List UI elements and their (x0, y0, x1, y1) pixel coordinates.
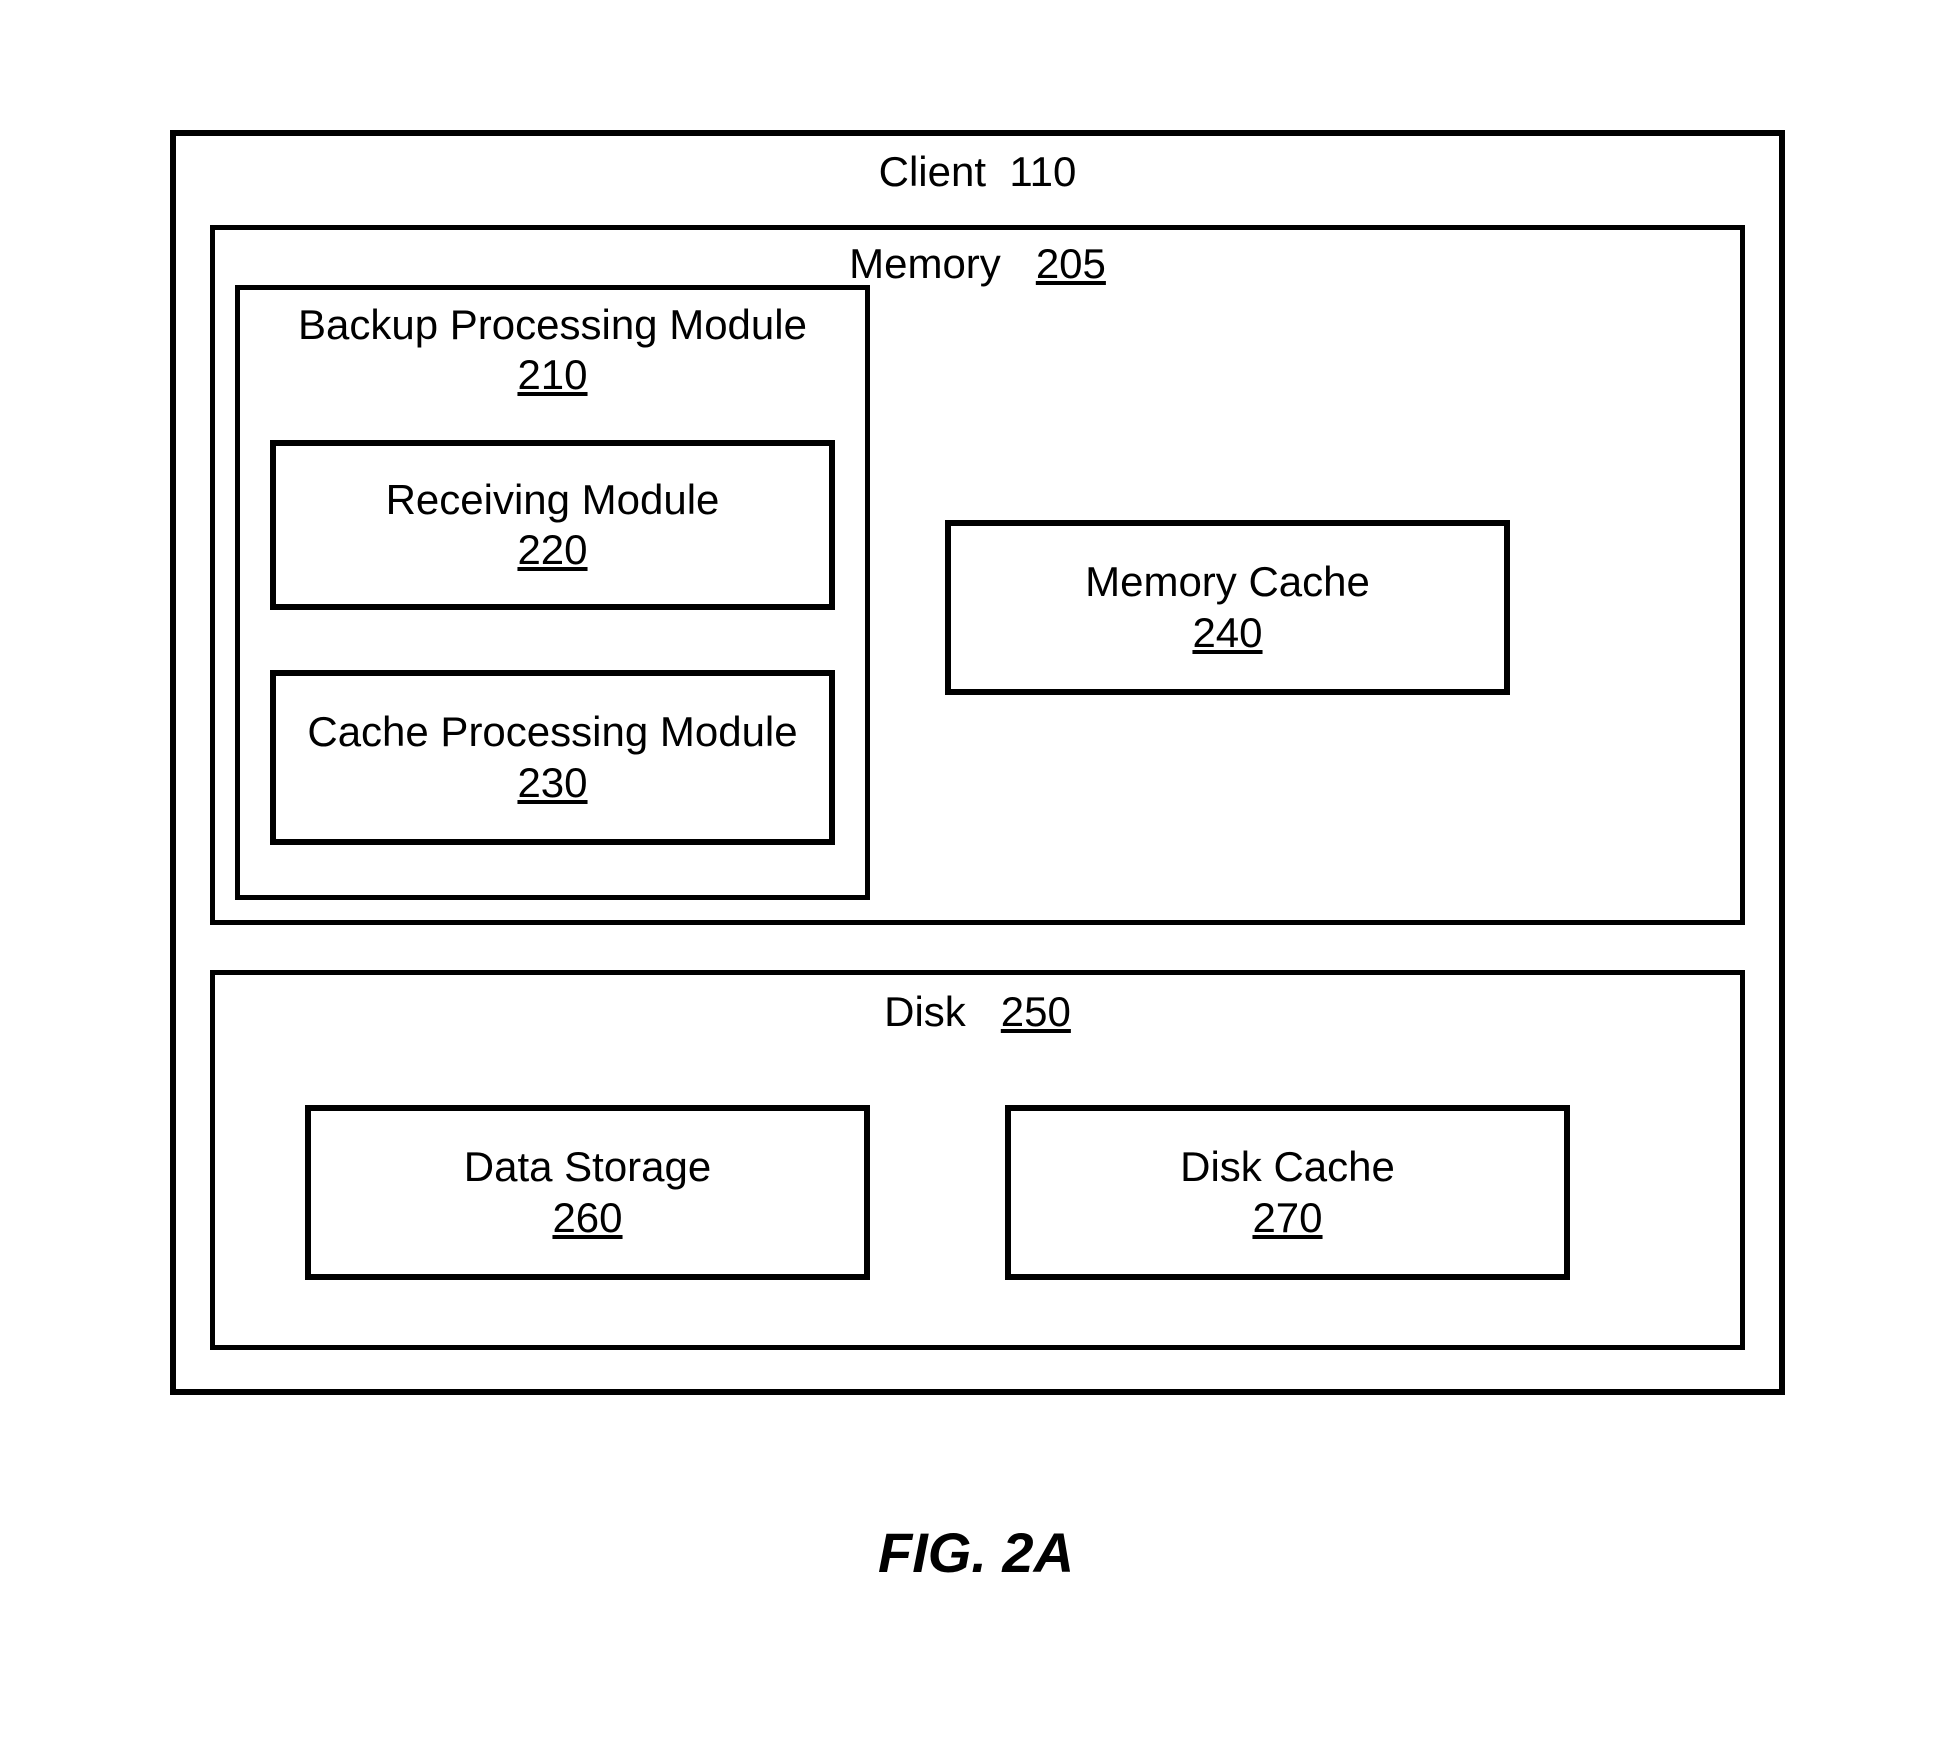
receiving-label: Receiving Module 220 (270, 440, 835, 610)
diskcache-ref: 270 (1252, 1193, 1322, 1243)
cacheproc-ref: 230 (517, 758, 587, 808)
datastorage-ref: 260 (552, 1193, 622, 1243)
datastorage-label: Data Storage 260 (305, 1105, 870, 1280)
receiving-ref: 220 (517, 525, 587, 575)
client-text: Client (879, 148, 986, 195)
client-ref: 110 (1009, 148, 1076, 195)
memory-ref: 205 (1036, 240, 1106, 287)
datastorage-text: Data Storage (464, 1142, 712, 1192)
cacheproc-text: Cache Processing Module (307, 707, 797, 757)
diagram-canvas: Client 110 Memory 205 Backup Processing … (0, 0, 1952, 1737)
figure-caption: FIG. 2A (0, 1520, 1952, 1585)
backup-label: Backup Processing Module 210 (235, 300, 870, 401)
receiving-text: Receiving Module (386, 475, 720, 525)
client-label: Client 110 (170, 148, 1785, 196)
figure-caption-text: FIG. 2A (878, 1521, 1074, 1584)
memcache-label: Memory Cache 240 (945, 520, 1510, 695)
diskcache-text: Disk Cache (1180, 1142, 1395, 1192)
disk-ref: 250 (1001, 988, 1071, 1035)
memory-label: Memory 205 (210, 240, 1745, 288)
backup-ref: 210 (517, 350, 587, 400)
backup-text: Backup Processing Module (298, 300, 807, 350)
cacheproc-label: Cache Processing Module 230 (270, 670, 835, 845)
memory-text: Memory (849, 240, 1001, 287)
diskcache-label: Disk Cache 270 (1005, 1105, 1570, 1280)
memcache-ref: 240 (1192, 608, 1262, 658)
disk-label: Disk 250 (210, 988, 1745, 1036)
memcache-text: Memory Cache (1085, 557, 1370, 607)
disk-text: Disk (884, 988, 966, 1035)
